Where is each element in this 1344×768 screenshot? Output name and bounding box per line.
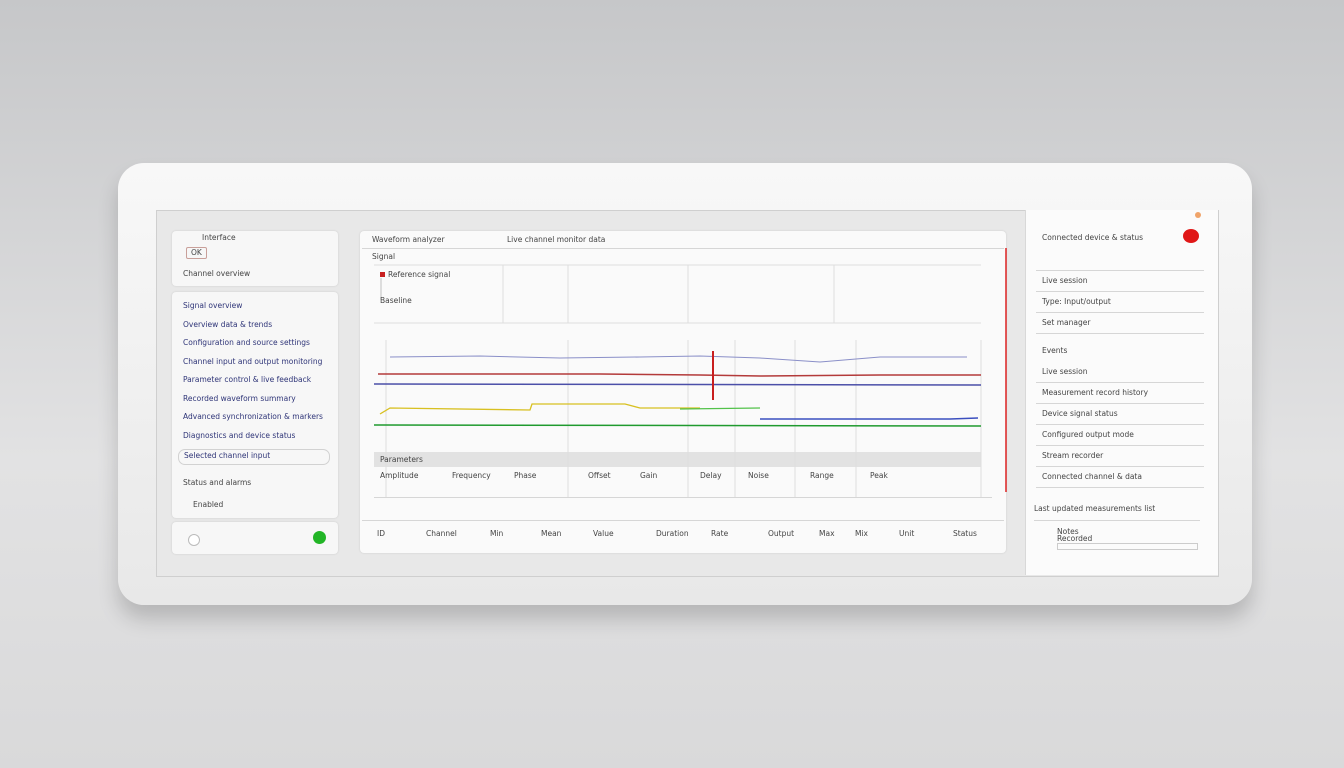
column-label: Phase (514, 471, 537, 480)
column-label: Gain (640, 471, 658, 480)
section-label: Events (1042, 346, 1068, 355)
sub-label: Baseline (380, 296, 412, 305)
divider (1036, 291, 1204, 292)
footer-label: Mean (541, 529, 562, 538)
footer-label: Max (819, 529, 835, 538)
divider (1036, 487, 1204, 488)
radio-label: Enabled (193, 500, 224, 509)
event-item: Live session (1042, 367, 1088, 376)
panel-title: Interface (202, 233, 236, 242)
divider (1036, 312, 1204, 313)
input-field[interactable] (1057, 543, 1198, 550)
nav-item: Channel input and output monitoring (183, 356, 323, 366)
footer-label: Duration (656, 529, 689, 538)
footer-label: Min (490, 529, 504, 538)
event-item: Configured output mode (1042, 430, 1134, 439)
divider (362, 520, 1004, 521)
divider (362, 248, 1004, 249)
event-item: Device signal status (1042, 409, 1118, 418)
left-header-card (172, 231, 338, 286)
nav-item-selected: Selected channel input (184, 451, 271, 460)
nav-item: Advanced synchronization & markers (183, 412, 323, 421)
window-dot (1195, 212, 1201, 218)
column-label: Delay (700, 471, 722, 480)
event-item: Measurement record history (1042, 388, 1149, 397)
divider (1036, 424, 1204, 425)
divider (1036, 403, 1204, 404)
event-item: Stream recorder (1042, 451, 1104, 460)
footer-label: Mix (855, 529, 868, 538)
column-label: Amplitude (380, 471, 419, 480)
divider (1036, 270, 1204, 271)
nav-item: Signal overview (183, 301, 243, 310)
divider (1036, 466, 1204, 467)
info-row: Type: Input/output (1042, 297, 1111, 306)
column-label: Peak (870, 471, 888, 480)
footer-label: Unit (899, 529, 915, 538)
divider (1036, 382, 1204, 383)
left-list-card (172, 292, 338, 518)
divider (1036, 333, 1204, 334)
footer-label: Channel (426, 529, 457, 538)
info-row: Live session (1042, 276, 1088, 285)
nav-item: Recorded waveform summary (183, 393, 296, 403)
footer-label: Status (953, 529, 977, 538)
field-label: Notes (1057, 527, 1079, 536)
divider (1036, 445, 1204, 446)
center-panel (360, 231, 1006, 553)
footer-label: ID (377, 529, 385, 538)
event-item: Connected channel & data (1042, 472, 1142, 481)
footer-label: Rate (711, 529, 729, 538)
panel-subtitle: Channel overview (183, 269, 251, 278)
toggle-off[interactable] (188, 534, 200, 546)
panel-subtitle: Live channel monitor data (507, 235, 606, 244)
selected-item-box[interactable] (178, 449, 330, 465)
section-label: Status and alarms (183, 478, 252, 487)
divider (1034, 520, 1200, 521)
nav-item: Diagnostics and device status (183, 430, 296, 440)
field-value: Recorded (1057, 534, 1093, 543)
nav-item: Overview data & trends (183, 319, 273, 329)
footer-label: Output (768, 529, 795, 538)
column-label: Noise (748, 471, 769, 480)
panel-title: Connected device & status (1042, 233, 1144, 242)
button: OK (186, 247, 207, 259)
nav-item: Parameter control & live feedback (183, 375, 312, 384)
footer-label: Value (593, 529, 614, 538)
panel-title: Waveform analyzer (372, 235, 445, 244)
note: Last updated measurements list (1034, 504, 1156, 513)
column-label: Range (810, 471, 834, 480)
alert-dot[interactable] (1183, 229, 1199, 243)
status-indicator (313, 531, 326, 544)
divider (374, 497, 992, 498)
nav-item: Configuration and source settings (183, 338, 310, 347)
column-label: Offset (588, 471, 611, 480)
table-header-band (374, 452, 981, 467)
section-label: Signal (372, 252, 396, 261)
legend-label: Reference signal (388, 270, 451, 279)
table-header: Parameters (380, 455, 423, 464)
info-row: Set manager (1042, 318, 1091, 327)
column-label: Frequency (452, 471, 491, 480)
